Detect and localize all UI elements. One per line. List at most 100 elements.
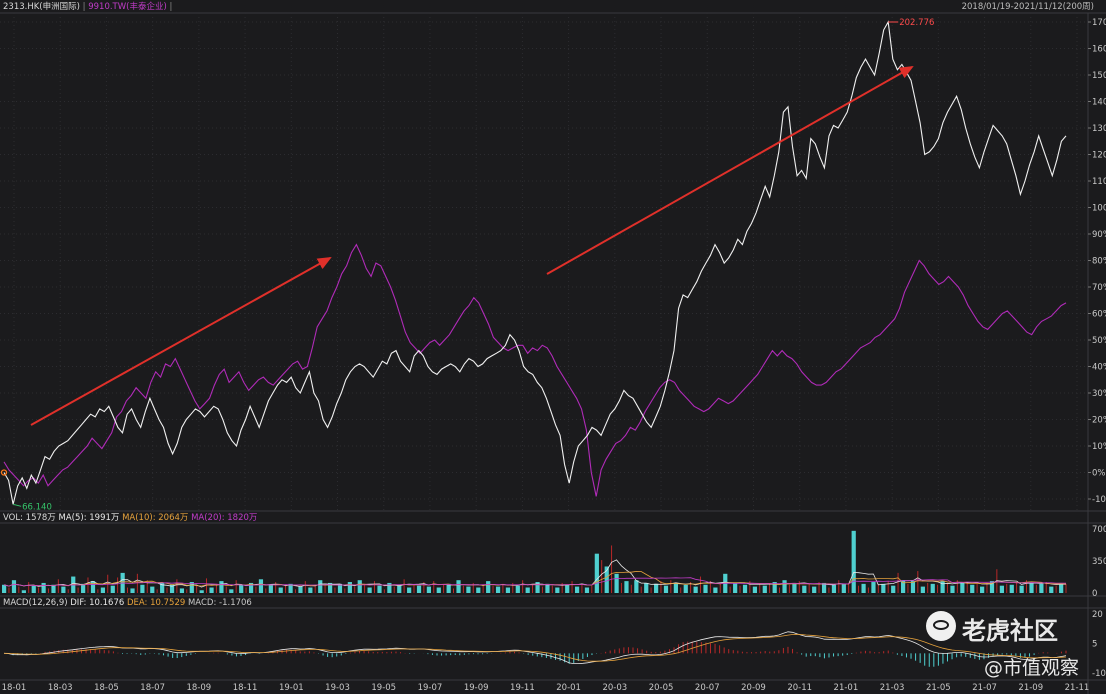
volume-bar [199, 590, 204, 593]
volume-bar [802, 585, 807, 593]
volume-bar [861, 583, 866, 593]
volume-bar [337, 583, 343, 593]
x-tick-label: 20-03 [602, 683, 627, 693]
x-tick-label: 21-11 [1065, 683, 1090, 693]
x-tick-label: 19-01 [279, 683, 304, 693]
volume-bar [900, 580, 906, 593]
macd-histogram [3, 631, 1067, 667]
trend-arrow-2 [546, 66, 914, 275]
volume-bar [683, 584, 688, 593]
y-tick-label: 80% [1092, 257, 1106, 267]
volume-bar [1039, 583, 1044, 593]
volume-bar [476, 587, 481, 593]
volume-bar [160, 582, 165, 593]
volume-bar [614, 573, 619, 593]
vol-tick-label: 700 [1092, 525, 1106, 535]
dif-line [3, 631, 1067, 664]
vol-tick-label: 350 [1092, 557, 1106, 567]
chart-labels: 202.776 66.140 [12, 18, 934, 512]
volume-bar [61, 586, 66, 593]
volume-bar [466, 586, 471, 593]
y-tick-label: 100% [1092, 204, 1106, 214]
watermark-author: @市值观察 [984, 657, 1080, 679]
volume-bar [51, 584, 56, 593]
symbol1-label[interactable]: 2313.HK(申洲国际) [3, 2, 80, 12]
volume-bar [268, 584, 273, 593]
volume-bar [140, 584, 145, 593]
macd-tick-label: -10 [1092, 669, 1106, 679]
volume-bar [891, 585, 896, 593]
min-value-label: 66.140 [22, 502, 52, 512]
y-tick-label: 160% [1092, 45, 1106, 55]
trend-arrow-1 [30, 257, 332, 426]
volume-bars [2, 530, 1067, 593]
header-separator-2: | [169, 2, 173, 12]
macd-label: MACD(12,26,9) [3, 598, 68, 608]
volume-bar [407, 587, 412, 593]
volume-bar [980, 586, 985, 593]
x-tick-label: 20-07 [695, 683, 720, 693]
date-range-label[interactable]: 2018/01/19-2021/11/12(200周) [961, 2, 1094, 12]
volume-bar [2, 584, 7, 593]
volume-bar [1029, 582, 1034, 593]
volume-bar [100, 587, 105, 593]
volume-bar [970, 584, 975, 593]
x-tick-label: 18-03 [48, 683, 73, 693]
volume-bar [782, 580, 787, 593]
y-tick-label: -10% [1092, 495, 1106, 505]
x-tick-label: 21-03 [880, 683, 905, 693]
volume-bar [357, 580, 362, 593]
volume-bar [239, 584, 244, 593]
volume-bar [347, 582, 352, 593]
vol-ma10: MA(10): 2064万 [122, 513, 189, 523]
volume-bar [584, 587, 590, 593]
x-tick-label: 20-11 [787, 683, 812, 693]
y-tick-label: 60% [1092, 310, 1106, 320]
y-tick-label: 110% [1092, 177, 1106, 187]
volume-bar [110, 585, 115, 593]
dea-line [3, 633, 1067, 662]
chart-header: 2313.HK(申洲国际) | 9910.TW(丰泰企业) | [3, 2, 172, 13]
volume-bar [752, 586, 758, 593]
volume-bar [565, 584, 570, 593]
volume-bar [130, 588, 135, 593]
volume-bar [831, 584, 837, 593]
volume-bar [812, 586, 817, 593]
volume-bar [545, 583, 550, 593]
volume-bar [762, 585, 767, 593]
volume-bar [456, 580, 461, 593]
volume-bar [604, 566, 609, 593]
volume-bar [436, 587, 441, 593]
volume-bar [1059, 582, 1064, 593]
volume-bar [930, 583, 935, 593]
volume-bar [416, 585, 422, 593]
volume-bar [989, 581, 995, 593]
vol-label: VOL: 1578万 [3, 513, 56, 523]
watermark: 老虎社区 @市值观察 [926, 609, 1086, 689]
volume-bar [841, 583, 846, 593]
y-tick-label: 150% [1092, 71, 1106, 81]
volume-bar [189, 582, 194, 593]
y-tick-label: 50% [1092, 336, 1106, 346]
volume-bar [308, 587, 313, 593]
x-tick-label: 19-11 [510, 683, 535, 693]
macd-tick-label: 5 [1092, 640, 1097, 650]
volume-bar [1019, 585, 1024, 593]
volume-bar [555, 587, 560, 593]
x-tick-label: 20-09 [741, 683, 766, 693]
x-tick-label: 21-07 [972, 683, 997, 693]
y-tick-label: 170% [1092, 18, 1106, 28]
min-marker [12, 503, 22, 507]
vol-tick-label: 0 [1092, 589, 1097, 599]
volume-bar [703, 584, 708, 593]
x-tick-label: 19-09 [464, 683, 489, 693]
volume-bar [318, 580, 323, 593]
series-line-9910 [3, 243, 1067, 497]
volume-bar [851, 530, 856, 593]
volume-bar [495, 586, 501, 593]
series-line-2313 [3, 20, 1067, 505]
volume-bar [367, 587, 372, 593]
volume-bar [258, 579, 264, 593]
symbol2-label[interactable]: 9910.TW(丰泰企业) [88, 2, 167, 12]
